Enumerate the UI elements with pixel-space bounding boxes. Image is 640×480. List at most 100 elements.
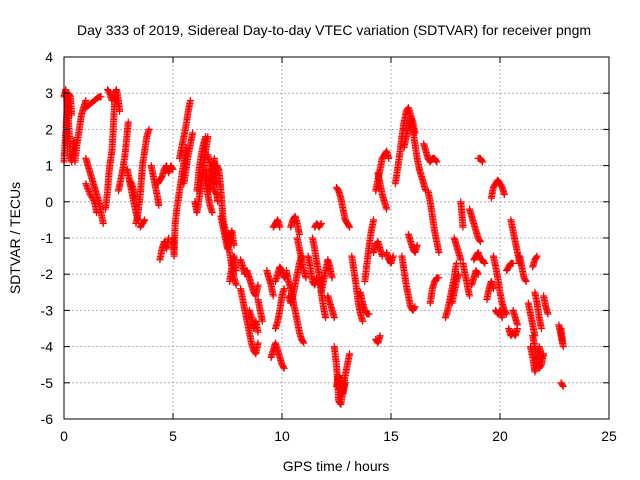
data-point: [559, 382, 567, 390]
data-point: [479, 158, 487, 166]
data-point: [378, 252, 386, 260]
data-point: [346, 350, 354, 358]
data-point: [411, 303, 419, 311]
data-point: [86, 189, 94, 197]
data-point: [108, 96, 116, 104]
x-tick-label: 10: [274, 428, 290, 444]
data-point: [300, 339, 308, 347]
x-tick-label: 15: [383, 428, 399, 444]
data-point: [522, 277, 530, 285]
data-point: [85, 187, 93, 195]
data-point: [141, 216, 149, 224]
chart-title: Day 333 of 2019, Sidereal Day-to-day VTE…: [77, 22, 591, 38]
data-point: [474, 270, 482, 278]
data-point: [413, 241, 421, 249]
data-point: [498, 314, 506, 322]
x-tick-label: 25: [601, 428, 617, 444]
data-point: [230, 241, 238, 249]
x-tick-labels: 0 5 10 15 20 25: [60, 428, 617, 444]
data-point: [254, 339, 262, 347]
data-point: [124, 118, 132, 126]
data-point: [383, 205, 391, 213]
x-tick-label: 5: [169, 428, 177, 444]
data-point: [116, 107, 124, 115]
data-point: [82, 181, 90, 189]
data-point: [537, 325, 545, 332]
data-point: [258, 317, 266, 325]
data-point: [500, 191, 508, 199]
data-points: [60, 86, 567, 409]
data-point: [68, 111, 76, 119]
data-point: [254, 281, 262, 289]
data-point: [473, 269, 481, 277]
data-point: [433, 158, 441, 166]
data-point: [317, 221, 325, 229]
data-point: [84, 184, 92, 192]
data-point: [232, 267, 240, 275]
data-point: [140, 217, 148, 225]
data-point: [280, 285, 288, 293]
data-point: [480, 258, 488, 266]
data-point: [435, 248, 443, 256]
y-tick-label: -1: [41, 230, 54, 246]
data-point: [455, 270, 463, 278]
data-point: [82, 96, 90, 104]
data-point: [365, 310, 373, 318]
data-point: [302, 274, 310, 282]
data-point: [279, 363, 287, 371]
y-tick-label: -2: [41, 266, 54, 282]
data-point: [82, 180, 90, 188]
data-point: [330, 314, 338, 322]
y-tick-label: 4: [45, 49, 53, 65]
y-axis-label: SDTVAR / TECUs: [7, 182, 23, 294]
data-point: [93, 209, 101, 217]
data-point: [295, 230, 303, 238]
data-point: [317, 220, 325, 228]
x-axis-label: GPS time / hours: [283, 458, 390, 474]
data-point: [476, 236, 484, 244]
data-point: [478, 157, 486, 165]
data-point: [322, 314, 330, 322]
data-point: [370, 216, 378, 224]
data-point: [410, 304, 418, 312]
data-point: [465, 292, 473, 300]
data-point: [99, 220, 107, 228]
data-point: [84, 186, 92, 194]
data-point: [276, 223, 284, 231]
data-point: [83, 183, 91, 191]
data-point: [385, 154, 393, 162]
data-point: [476, 238, 484, 246]
data-point: [145, 125, 153, 133]
data-point: [232, 281, 240, 289]
data-point: [254, 328, 262, 336]
data-point: [459, 223, 467, 231]
data-point: [346, 223, 354, 231]
y-tick-label: 3: [45, 85, 53, 101]
data-point: [509, 259, 517, 267]
data-point: [558, 381, 566, 389]
data-point: [557, 325, 565, 332]
y-tick-label: -5: [41, 375, 54, 391]
data-point: [299, 338, 307, 346]
data-point: [345, 222, 353, 230]
data-point: [432, 157, 440, 165]
data-point: [489, 285, 497, 293]
data-point: [532, 253, 540, 261]
data-point: [359, 317, 367, 325]
data-point: [376, 332, 384, 340]
data-point: [97, 93, 105, 101]
axis-ticks: [63, 56, 610, 420]
data-point: [521, 276, 529, 284]
data-point: [168, 164, 176, 172]
x-tick-label: 20: [492, 428, 508, 444]
data-point: [452, 259, 460, 267]
data-point: [341, 379, 349, 387]
data-point: [533, 252, 541, 260]
data-point: [513, 321, 521, 329]
data-point: [280, 364, 288, 372]
y-tick-label: 2: [45, 121, 53, 137]
x-tick-label: 0: [60, 428, 68, 444]
y-tick-label: 1: [45, 158, 53, 174]
